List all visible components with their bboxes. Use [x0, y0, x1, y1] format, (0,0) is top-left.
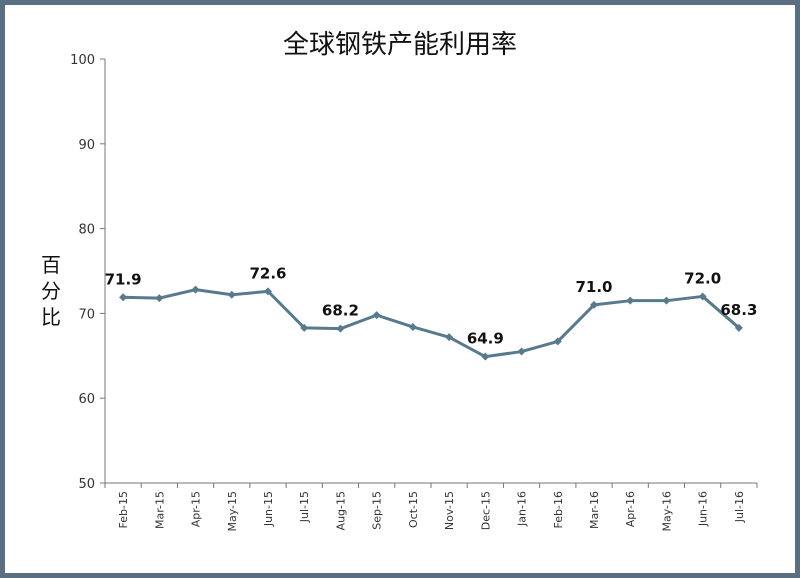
- data-point: [155, 294, 164, 303]
- data-point: [445, 333, 454, 342]
- data-point: [119, 293, 128, 302]
- x-tick-label: Jun-16: [697, 491, 710, 527]
- x-tick-label: Oct-15: [407, 491, 420, 528]
- data-label: 68.3: [720, 301, 757, 319]
- data-point: [698, 292, 707, 301]
- data-label: 72.0: [684, 269, 721, 287]
- series-line: [123, 288, 740, 359]
- x-tick-label: Apr-15: [190, 491, 203, 527]
- x-tick-label: Aug-15: [334, 491, 347, 530]
- data-label: 68.2: [322, 302, 359, 320]
- x-tick-label: Jan-16: [516, 491, 529, 527]
- data-point: [264, 287, 272, 296]
- data-point: [517, 347, 526, 356]
- data-point: [372, 311, 381, 320]
- data-point: [481, 352, 490, 361]
- x-tick-label: May-16: [660, 491, 673, 532]
- x-tick-label: Jun-15: [262, 491, 275, 527]
- y-tick-label: 80: [78, 223, 95, 238]
- x-tick-label: Jul-15: [298, 491, 311, 523]
- chart-frame: [5, 5, 795, 573]
- data-point: [662, 296, 671, 305]
- series-markers: [119, 285, 743, 361]
- data-label: 71.0: [575, 278, 612, 296]
- x-tick-label: May-15: [226, 491, 239, 532]
- data-point: [300, 323, 309, 332]
- y-axis-label: 百分比: [41, 253, 61, 329]
- axes: [104, 59, 757, 484]
- data-point: [227, 290, 236, 299]
- data-labels: 71.9 72.6 68.2 64.9 71.0 72.0 68.3: [105, 264, 758, 347]
- y-tick-label: 70: [78, 307, 95, 322]
- data-label: 72.6: [249, 264, 286, 282]
- data-point: [590, 300, 598, 309]
- x-tick-label: Sep-15: [371, 491, 384, 530]
- data-point: [336, 324, 345, 333]
- x-tick-label: Mar-15: [153, 491, 166, 529]
- data-point: [626, 296, 635, 305]
- y-tick-label: 60: [78, 392, 95, 407]
- y-tick-label: 50: [78, 477, 95, 492]
- chart-title: 全球钢铁产能利用率: [282, 30, 517, 60]
- x-tick-label: Nov-15: [443, 491, 456, 530]
- x-tick-label: Feb-15: [117, 491, 130, 528]
- data-point: [734, 323, 743, 332]
- x-tick-label: Mar-16: [588, 491, 601, 529]
- y-ticks: 50 60 70 80 90 100: [70, 53, 105, 492]
- x-ticks: Feb-15 Mar-15 Apr-15 May-15 Jun-15 Jul-15 Aug-…: [104, 483, 758, 532]
- data-point: [408, 322, 417, 331]
- x-tick-label: Dec-15: [479, 491, 492, 530]
- x-tick-label: Feb-16: [552, 491, 565, 528]
- data-point: [553, 337, 562, 346]
- data-label: 71.9: [105, 270, 142, 288]
- data-label: 64.9: [467, 330, 504, 348]
- data-point: [191, 285, 200, 294]
- y-tick-label: 90: [78, 138, 95, 153]
- y-tick-label: 100: [70, 53, 95, 68]
- x-tick-label: Apr-16: [624, 491, 637, 527]
- x-tick-label: Jul-16: [733, 491, 746, 523]
